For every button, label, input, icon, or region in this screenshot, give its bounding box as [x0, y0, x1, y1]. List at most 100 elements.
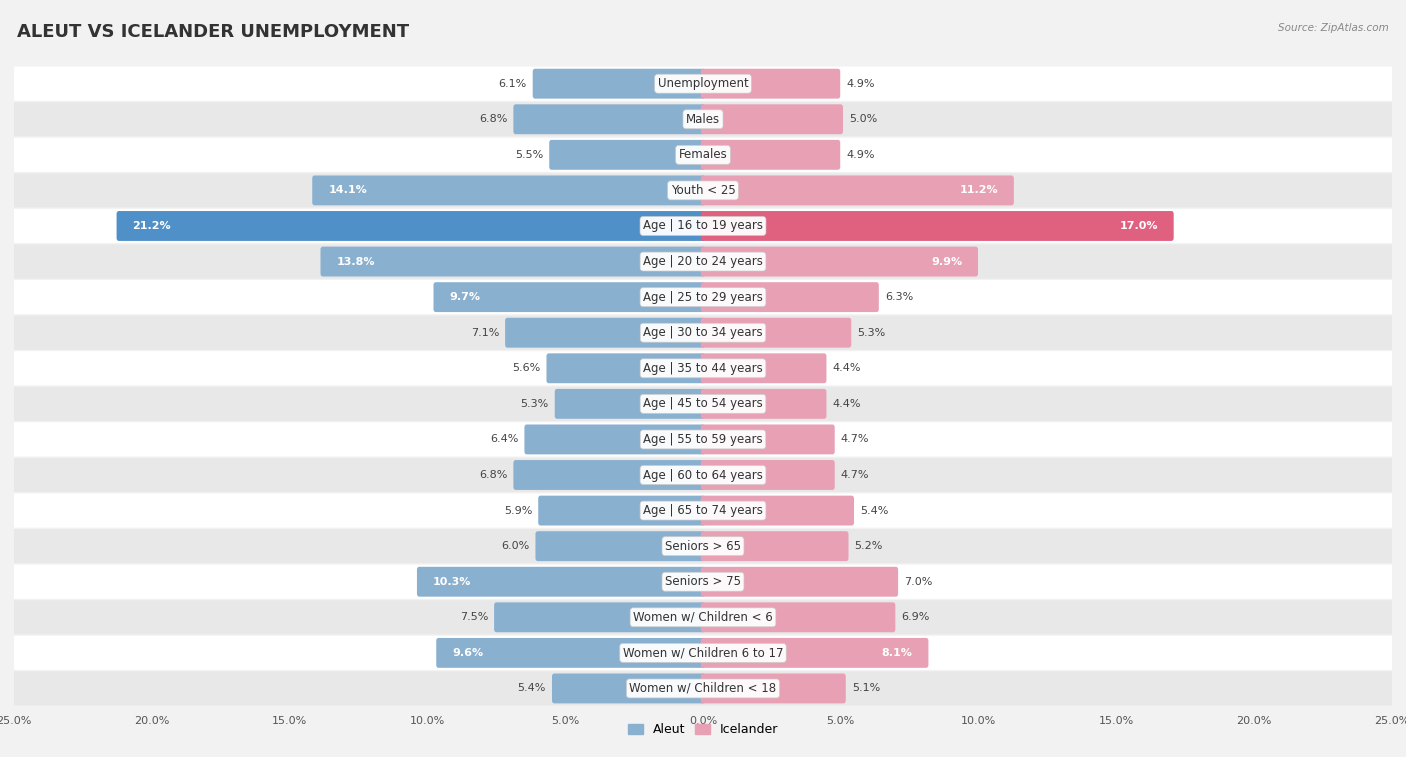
Text: Seniors > 65: Seniors > 65	[665, 540, 741, 553]
Text: 5.3%: 5.3%	[858, 328, 886, 338]
Text: 4.7%: 4.7%	[841, 435, 869, 444]
Text: 4.4%: 4.4%	[832, 363, 860, 373]
FancyBboxPatch shape	[14, 671, 1392, 706]
Text: Age | 16 to 19 years: Age | 16 to 19 years	[643, 220, 763, 232]
Text: 5.1%: 5.1%	[852, 684, 880, 693]
FancyBboxPatch shape	[14, 458, 1392, 492]
Text: 4.9%: 4.9%	[846, 150, 875, 160]
FancyBboxPatch shape	[14, 529, 1392, 563]
FancyBboxPatch shape	[513, 104, 706, 134]
FancyBboxPatch shape	[700, 531, 848, 561]
Text: 10.3%: 10.3%	[433, 577, 471, 587]
FancyBboxPatch shape	[14, 351, 1392, 385]
FancyBboxPatch shape	[117, 211, 706, 241]
Text: 5.0%: 5.0%	[849, 114, 877, 124]
FancyBboxPatch shape	[312, 176, 706, 205]
Text: 9.9%: 9.9%	[931, 257, 962, 266]
Text: Age | 35 to 44 years: Age | 35 to 44 years	[643, 362, 763, 375]
FancyBboxPatch shape	[700, 318, 851, 347]
Text: Age | 20 to 24 years: Age | 20 to 24 years	[643, 255, 763, 268]
FancyBboxPatch shape	[700, 247, 979, 276]
FancyBboxPatch shape	[700, 176, 1014, 205]
FancyBboxPatch shape	[700, 496, 853, 525]
FancyBboxPatch shape	[418, 567, 706, 597]
FancyBboxPatch shape	[321, 247, 706, 276]
Text: 5.4%: 5.4%	[517, 684, 546, 693]
FancyBboxPatch shape	[433, 282, 706, 312]
FancyBboxPatch shape	[700, 460, 835, 490]
Text: Women w/ Children < 18: Women w/ Children < 18	[630, 682, 776, 695]
Text: Youth < 25: Youth < 25	[671, 184, 735, 197]
FancyBboxPatch shape	[700, 354, 827, 383]
Text: 6.8%: 6.8%	[479, 470, 508, 480]
Text: 7.5%: 7.5%	[460, 612, 488, 622]
Text: 6.8%: 6.8%	[479, 114, 508, 124]
FancyBboxPatch shape	[700, 140, 841, 170]
Text: 21.2%: 21.2%	[132, 221, 172, 231]
Text: 13.8%: 13.8%	[336, 257, 375, 266]
Text: 4.4%: 4.4%	[832, 399, 860, 409]
FancyBboxPatch shape	[14, 67, 1392, 101]
Text: 5.4%: 5.4%	[860, 506, 889, 516]
Text: Women w/ Children < 6: Women w/ Children < 6	[633, 611, 773, 624]
Text: 9.7%: 9.7%	[450, 292, 481, 302]
FancyBboxPatch shape	[700, 567, 898, 597]
FancyBboxPatch shape	[700, 389, 827, 419]
FancyBboxPatch shape	[14, 600, 1392, 634]
Text: Women w/ Children 6 to 17: Women w/ Children 6 to 17	[623, 646, 783, 659]
FancyBboxPatch shape	[14, 280, 1392, 314]
FancyBboxPatch shape	[14, 209, 1392, 243]
FancyBboxPatch shape	[533, 69, 706, 98]
FancyBboxPatch shape	[505, 318, 706, 347]
FancyBboxPatch shape	[536, 531, 706, 561]
FancyBboxPatch shape	[700, 104, 844, 134]
Text: 7.0%: 7.0%	[904, 577, 932, 587]
FancyBboxPatch shape	[14, 245, 1392, 279]
FancyBboxPatch shape	[14, 387, 1392, 421]
FancyBboxPatch shape	[14, 173, 1392, 207]
Text: Age | 65 to 74 years: Age | 65 to 74 years	[643, 504, 763, 517]
Text: Age | 45 to 54 years: Age | 45 to 54 years	[643, 397, 763, 410]
Text: 6.4%: 6.4%	[489, 435, 519, 444]
Text: Seniors > 75: Seniors > 75	[665, 575, 741, 588]
Text: 14.1%: 14.1%	[328, 185, 367, 195]
FancyBboxPatch shape	[553, 674, 706, 703]
FancyBboxPatch shape	[14, 494, 1392, 528]
FancyBboxPatch shape	[14, 138, 1392, 172]
FancyBboxPatch shape	[14, 636, 1392, 670]
FancyBboxPatch shape	[700, 638, 928, 668]
Text: Source: ZipAtlas.com: Source: ZipAtlas.com	[1278, 23, 1389, 33]
Text: 6.1%: 6.1%	[498, 79, 527, 89]
Text: 17.0%: 17.0%	[1119, 221, 1157, 231]
FancyBboxPatch shape	[547, 354, 706, 383]
Text: 11.2%: 11.2%	[959, 185, 998, 195]
Text: 5.2%: 5.2%	[855, 541, 883, 551]
Text: Age | 60 to 64 years: Age | 60 to 64 years	[643, 469, 763, 481]
FancyBboxPatch shape	[513, 460, 706, 490]
FancyBboxPatch shape	[700, 69, 841, 98]
FancyBboxPatch shape	[14, 565, 1392, 599]
FancyBboxPatch shape	[436, 638, 706, 668]
FancyBboxPatch shape	[538, 496, 706, 525]
Text: 5.3%: 5.3%	[520, 399, 548, 409]
FancyBboxPatch shape	[700, 211, 1174, 241]
Text: ALEUT VS ICELANDER UNEMPLOYMENT: ALEUT VS ICELANDER UNEMPLOYMENT	[17, 23, 409, 41]
Text: 9.6%: 9.6%	[453, 648, 484, 658]
FancyBboxPatch shape	[14, 316, 1392, 350]
Text: 6.3%: 6.3%	[884, 292, 912, 302]
Text: Males: Males	[686, 113, 720, 126]
FancyBboxPatch shape	[14, 102, 1392, 136]
FancyBboxPatch shape	[700, 282, 879, 312]
Text: Females: Females	[679, 148, 727, 161]
FancyBboxPatch shape	[700, 603, 896, 632]
Text: Age | 25 to 29 years: Age | 25 to 29 years	[643, 291, 763, 304]
FancyBboxPatch shape	[494, 603, 706, 632]
FancyBboxPatch shape	[524, 425, 706, 454]
FancyBboxPatch shape	[550, 140, 706, 170]
Text: Age | 55 to 59 years: Age | 55 to 59 years	[643, 433, 763, 446]
Text: Age | 30 to 34 years: Age | 30 to 34 years	[643, 326, 763, 339]
Text: 4.9%: 4.9%	[846, 79, 875, 89]
Text: 8.1%: 8.1%	[882, 648, 912, 658]
Text: 6.9%: 6.9%	[901, 612, 929, 622]
Text: 5.9%: 5.9%	[503, 506, 531, 516]
